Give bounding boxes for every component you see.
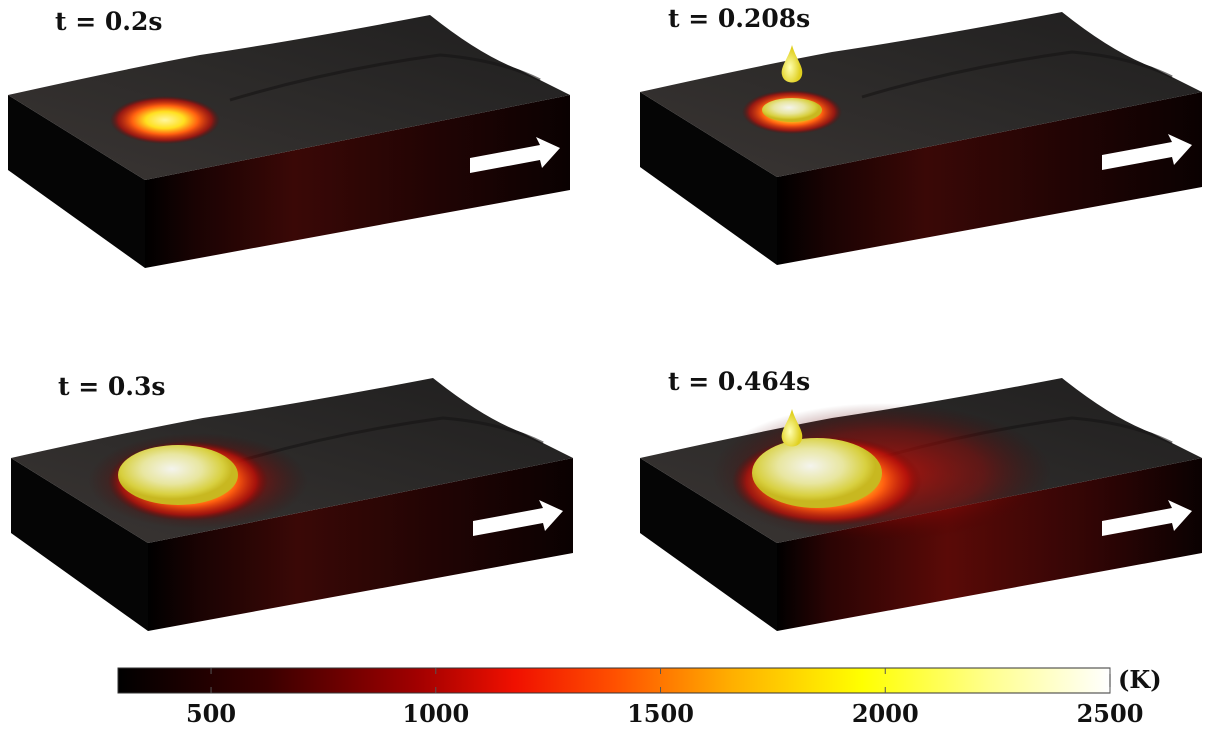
sample-block	[8, 15, 570, 268]
colorbar-tick-label: 1500	[627, 699, 694, 728]
hot-spot	[762, 98, 822, 122]
colorbar-tick-label: 2000	[852, 699, 919, 728]
sample-block	[640, 12, 1202, 265]
figure: t = 0.2s t = 0.208s t = 0.3s t = 0.464s …	[0, 0, 1206, 729]
hot-spot	[110, 96, 220, 144]
colorbar-tick-label: 2500	[1077, 699, 1144, 728]
droplet	[782, 45, 803, 83]
colorbar-tick-label: 500	[186, 699, 236, 728]
sample-block	[640, 378, 1202, 631]
panel-label: t = 0.208s	[668, 4, 810, 33]
colorbar-unit: (K)	[1118, 665, 1162, 694]
panel-label: t = 0.464s	[668, 367, 810, 396]
panel-label: t = 0.3s	[58, 372, 165, 401]
hot-spot	[752, 438, 882, 508]
colorbar	[118, 668, 1110, 693]
panels	[8, 12, 1202, 631]
colorbar-tick-label: 1000	[402, 699, 469, 728]
sample-block	[11, 378, 573, 631]
hot-spot	[118, 445, 238, 505]
panel-label: t = 0.2s	[55, 7, 162, 36]
